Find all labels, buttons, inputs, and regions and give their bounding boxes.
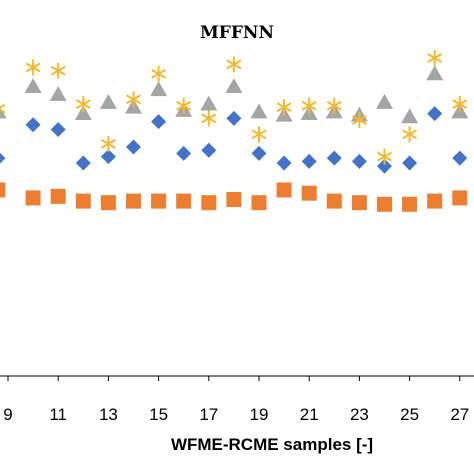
data-point-diamond	[452, 150, 468, 166]
data-point-asterisk	[75, 96, 91, 113]
data-point-triangle	[200, 95, 218, 111]
data-point-square	[176, 193, 192, 209]
data-point-diamond	[201, 142, 217, 158]
data-point-square	[402, 196, 418, 212]
data-point-square	[50, 188, 66, 204]
data-point-asterisk	[226, 56, 242, 73]
data-point-triangle	[24, 78, 42, 93]
data-point-triangle	[426, 65, 444, 81]
data-point-diamond	[176, 145, 192, 161]
data-point-asterisk	[377, 148, 392, 165]
data-point-triangle	[99, 94, 117, 109]
x-tick-label: 25	[400, 405, 419, 424]
data-point-square	[276, 182, 292, 198]
x-tick-label: 9	[3, 405, 12, 424]
data-point-square	[326, 193, 342, 209]
data-point-asterisk	[452, 96, 468, 113]
data-point-asterisk	[301, 97, 317, 114]
data-point-square	[100, 195, 116, 211]
data-point-triangle	[376, 94, 393, 109]
data-point-asterisk	[25, 59, 41, 76]
data-point-asterisk	[100, 135, 116, 152]
data-point-diamond	[301, 153, 317, 169]
data-point-asterisk	[276, 99, 292, 116]
data-point-square	[452, 190, 468, 206]
data-point-square	[201, 195, 217, 211]
chart-title: MFFNN	[200, 23, 274, 43]
data-point-triangle	[74, 105, 92, 121]
data-point-diamond	[427, 106, 443, 122]
data-point-triangle	[401, 108, 419, 124]
data-point-asterisk	[326, 97, 342, 114]
x-tick-label: 27	[450, 405, 469, 424]
x-tick-labels: 9 11 13 15 17 19 21 23 25 27	[3, 376, 469, 424]
data-point-asterisk	[201, 110, 217, 127]
data-point-triangle	[250, 103, 268, 119]
data-point-diamond	[276, 155, 292, 171]
data-point-triangle	[49, 86, 67, 101]
data-point-square	[126, 193, 141, 209]
data-point-diamond	[0, 152, 6, 164]
data-point-diamond	[100, 149, 116, 165]
data-point-diamond	[151, 114, 167, 130]
data-point-asterisk	[402, 126, 418, 143]
x-tick-label: 19	[250, 405, 269, 424]
data-point-triangle	[225, 78, 243, 93]
data-point-triangle	[150, 81, 168, 97]
data-point-square	[151, 193, 167, 209]
x-tick-label: 21	[300, 405, 319, 424]
data-point-diamond	[50, 122, 66, 138]
data-point-diamond	[75, 155, 91, 171]
data-point-asterisk	[176, 97, 192, 114]
data-point-asterisk	[427, 50, 443, 66]
x-tick-label: 23	[350, 405, 369, 424]
data-point-square	[226, 192, 242, 208]
data-point-asterisk	[251, 126, 267, 143]
data-point-square	[251, 195, 267, 211]
x-tick-label: 15	[149, 405, 168, 424]
data-point-asterisk	[50, 62, 66, 79]
x-axis-label: WFME-RCME samples [-]	[171, 435, 373, 454]
data-point-diamond	[126, 139, 141, 155]
x-tick-label: 17	[199, 405, 218, 424]
data-point-asterisk	[126, 91, 141, 108]
data-point-square	[0, 182, 6, 198]
data-point-diamond	[226, 110, 242, 126]
data-point-diamond	[251, 145, 267, 161]
data-point-square	[301, 185, 317, 201]
data-point-diamond	[377, 158, 392, 174]
data-point-diamond	[351, 153, 367, 169]
data-point-square	[351, 195, 367, 211]
data-point-square	[427, 193, 443, 209]
data-point-asterisk	[151, 65, 167, 82]
data-point-diamond	[326, 150, 342, 166]
data-point-square	[377, 196, 392, 212]
data-point-asterisk	[351, 112, 367, 129]
data-point-asterisk	[0, 104, 6, 114]
x-tick-label: 13	[99, 405, 118, 424]
data-point-square	[75, 193, 91, 209]
data-point-square	[25, 190, 41, 206]
x-tick-label: 11	[49, 405, 67, 424]
data-point-diamond	[25, 117, 41, 133]
plot-area	[0, 50, 469, 212]
data-point-diamond	[402, 155, 418, 171]
